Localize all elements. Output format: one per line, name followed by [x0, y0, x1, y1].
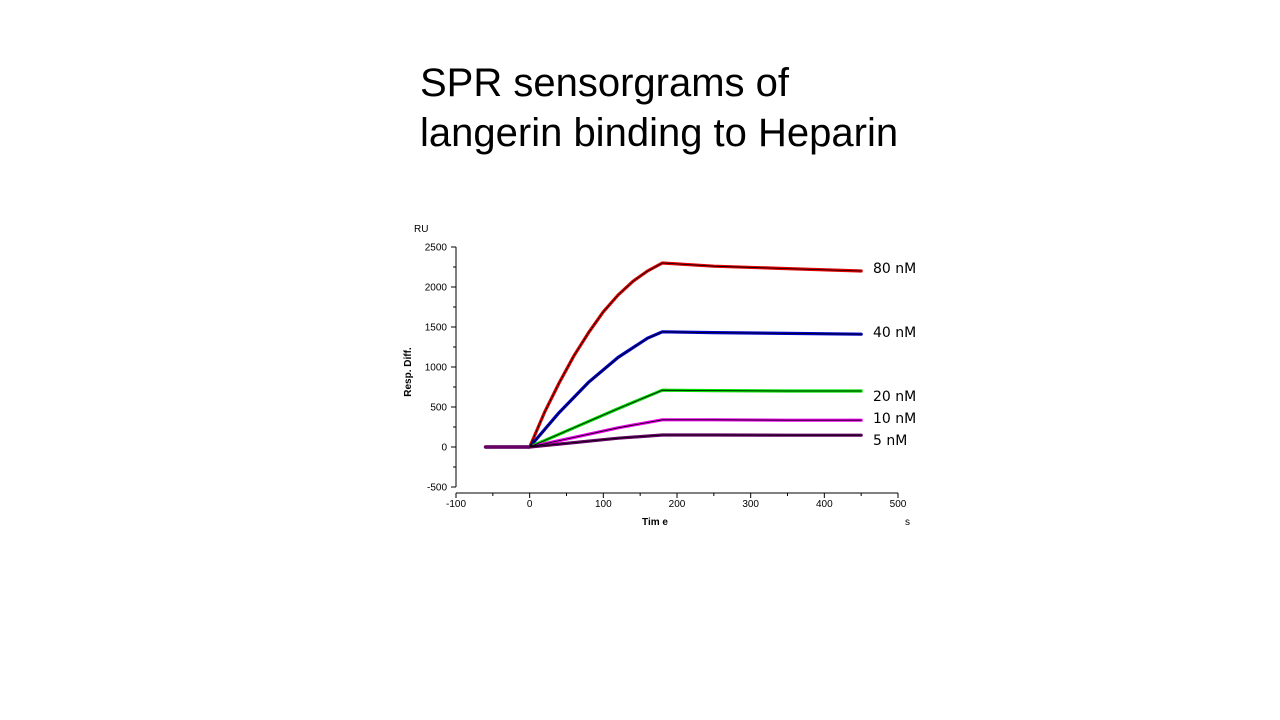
x-tick-label: -100 [446, 499, 466, 510]
y-tick-label: 0 [441, 443, 447, 454]
series-label-10-nm: 10 nM [873, 411, 916, 427]
series-label-40-nm: 40 nM [873, 325, 916, 341]
chart-axes: -500 0 500 1000 1500 2000 2500 -100 0 100 200 300 40… [425, 243, 907, 511]
fit-line-20-nm [529, 389, 862, 448]
x-tick-label: 400 [816, 499, 833, 510]
x-tick-label: 100 [595, 499, 612, 510]
y-tick-label: 1500 [425, 323, 448, 334]
x-tick-label: 0 [527, 499, 533, 510]
slide-title-line-2: langerin binding to Heparin [420, 111, 899, 155]
chart-series-labels: 80 nM 40 nM 20 nM 10 nM 5 nM [873, 261, 916, 449]
y-tick-label: 1000 [425, 363, 448, 374]
series-label-20-nm: 20 nM [873, 389, 916, 405]
fit-line-5-nm [529, 434, 862, 448]
slide-title-line-1: SPR sensorgrams of [420, 61, 790, 105]
fit-line-80-nm [529, 262, 862, 448]
x-tick-label: 200 [669, 499, 686, 510]
y-tick-label: 2000 [425, 283, 448, 294]
x-tick-label: 500 [890, 499, 907, 510]
series-label-80-nm: 80 nM [873, 261, 916, 277]
fit-line-10-nm [529, 419, 862, 448]
fit-line-40-nm [529, 331, 862, 448]
y-tick-label: 2500 [425, 243, 448, 254]
y-tick-label: -500 [427, 483, 447, 494]
y-unit-label: RU [414, 224, 428, 235]
series-label-5-nm: 5 nM [873, 433, 907, 449]
y-axis-title: Resp. Diff. [403, 347, 414, 397]
y-tick-label: 500 [430, 403, 447, 414]
x-tick-label: 300 [742, 499, 759, 510]
chart-series [483, 261, 863, 449]
x-axis-title: Tim e [642, 517, 668, 528]
slide-title: SPR sensorgrams of langerin binding to H… [420, 58, 980, 158]
x-unit-label: s [905, 517, 910, 528]
